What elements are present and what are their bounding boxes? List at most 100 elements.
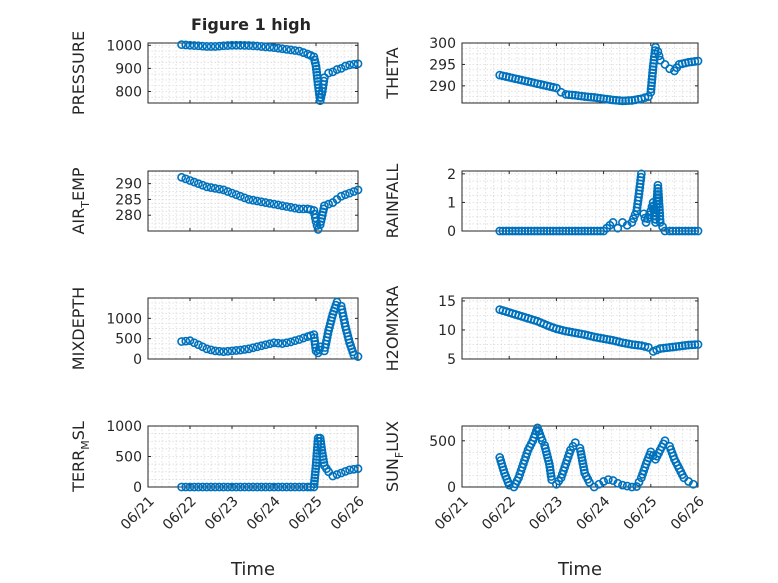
data-point [286, 337, 296, 347]
data-point [324, 199, 333, 209]
data-point [653, 47, 663, 56]
data-point [507, 226, 517, 236]
data-point [312, 67, 322, 77]
data-point [185, 40, 195, 50]
data-point [227, 40, 237, 50]
data-point [290, 336, 300, 346]
y-tick-label: 500 [115, 450, 142, 466]
data-point [660, 60, 670, 69]
data-point [181, 174, 191, 184]
series-markers [495, 42, 703, 106]
data-point [599, 94, 608, 104]
data-point [219, 41, 228, 51]
data-point [655, 344, 665, 353]
data-point [349, 350, 359, 360]
data-point [219, 482, 228, 492]
data-point [574, 91, 583, 101]
data-point [261, 42, 270, 52]
data-point [690, 340, 700, 350]
data-point [613, 223, 623, 233]
grid [147, 43, 359, 104]
subplot-sun: 0 500 06/21 06/22 06/23 06/24 06/25 06/26 SUNFLU… [383, 421, 708, 580]
data-point [193, 179, 203, 189]
data-point [677, 341, 687, 351]
data-point [498, 226, 508, 236]
data-point [309, 479, 319, 489]
data-point [269, 338, 279, 348]
data-point [240, 482, 249, 492]
data-point [181, 482, 191, 492]
x-tick-label: 06/24 [244, 493, 284, 533]
data-point [244, 482, 254, 492]
x-tick-label: 06/21 [432, 493, 472, 533]
x-tick-label: 06/23 [526, 493, 566, 533]
data-point [561, 226, 571, 236]
data-point [177, 172, 186, 182]
data-point [202, 344, 212, 354]
data-point [671, 226, 681, 236]
data-point [181, 40, 191, 50]
data-point [273, 43, 283, 53]
axes-box [461, 42, 699, 104]
data-point [277, 44, 287, 54]
data-point [592, 93, 602, 103]
data-point [240, 41, 249, 50]
data-point [277, 201, 287, 211]
data-point [206, 345, 216, 355]
data-point [644, 92, 653, 101]
data-point [681, 226, 690, 236]
data-point [240, 193, 249, 203]
data-point [198, 41, 207, 51]
data-point [256, 341, 266, 351]
data-point [577, 91, 586, 101]
data-point [654, 199, 664, 209]
data-point [240, 345, 249, 354]
data-point [319, 76, 329, 86]
data-point [282, 338, 291, 348]
data-point [621, 96, 631, 106]
data-point [313, 225, 323, 234]
data-point [214, 482, 224, 492]
x-axis-label: Time [557, 559, 602, 580]
series-markers [495, 305, 703, 356]
y-axis-label: MIXDEPTH [69, 287, 88, 370]
data-point [671, 342, 681, 352]
data-point [282, 202, 291, 211]
data-point [596, 93, 605, 103]
data-point [298, 48, 308, 57]
data-point [231, 346, 241, 355]
y-tick-label: 500 [429, 434, 456, 450]
data-point [269, 199, 279, 209]
data-point [552, 83, 561, 93]
x-tick-label: 06/22 [479, 493, 519, 533]
x-tick-label: 06/26 [668, 493, 708, 533]
data-point [252, 342, 262, 352]
data-point [210, 482, 220, 492]
data-point [688, 479, 698, 489]
data-point [353, 59, 363, 69]
data-point [310, 470, 320, 480]
y-axis-label: THETA [383, 47, 402, 99]
subplot-rainfall: 0 1 2 RAINFALL [383, 164, 703, 240]
data-point [349, 59, 359, 69]
data-point [533, 226, 542, 236]
data-point [605, 95, 615, 104]
data-point [655, 55, 665, 65]
data-point [310, 467, 320, 477]
data-point [570, 226, 580, 236]
data-point [548, 226, 558, 236]
data-point [177, 337, 186, 346]
data-point [265, 482, 275, 492]
y-axis-label: RAINFALL [383, 164, 402, 239]
y-tick-label: 1000 [106, 419, 142, 435]
data-point [677, 226, 687, 236]
data-point [684, 226, 693, 236]
data-point [214, 41, 224, 51]
data-point [198, 180, 207, 190]
data-point [223, 41, 233, 50]
data-point [353, 464, 363, 474]
data-point [567, 90, 577, 100]
data-point [636, 172, 646, 182]
y-tick-label: 900 [115, 61, 142, 77]
y-tick-label: 10 [438, 323, 456, 339]
